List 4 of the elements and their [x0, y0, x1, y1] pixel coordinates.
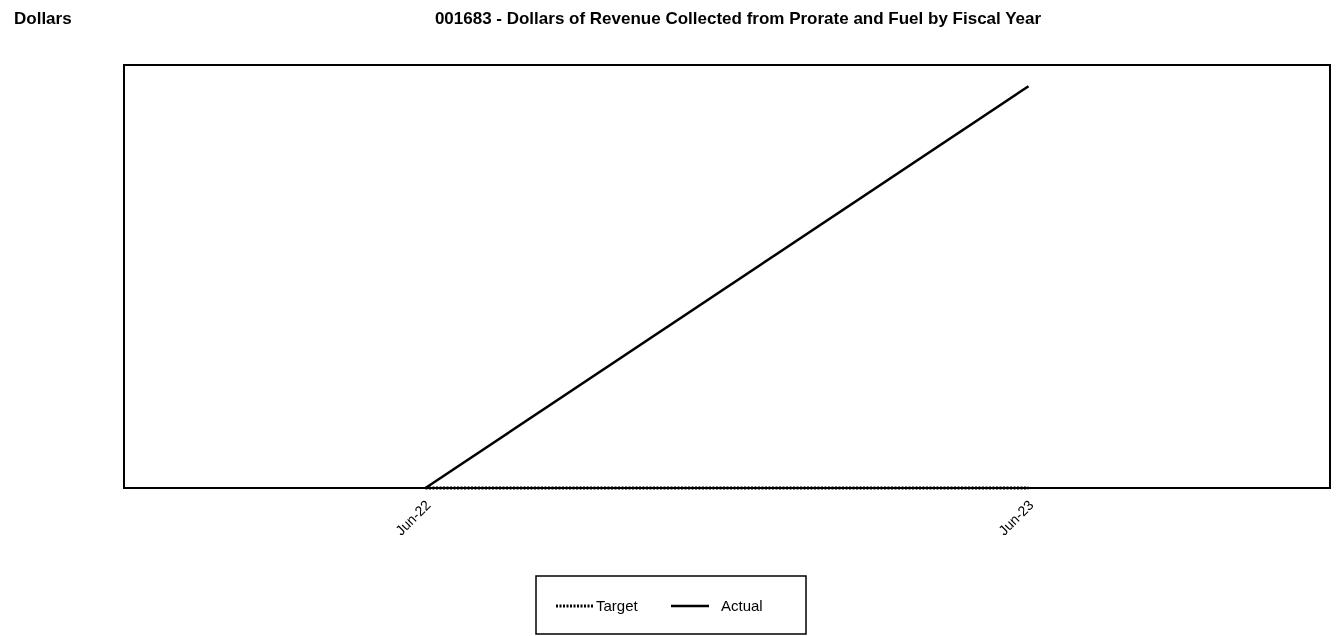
legend-label: Target [596, 597, 639, 614]
y-axis-title: Dollars [14, 9, 72, 28]
chart-title: 001683 - Dollars of Revenue Collected from Prorate and Fuel by Fiscal Year [434, 9, 1042, 28]
legend-label: Actual [721, 597, 763, 614]
